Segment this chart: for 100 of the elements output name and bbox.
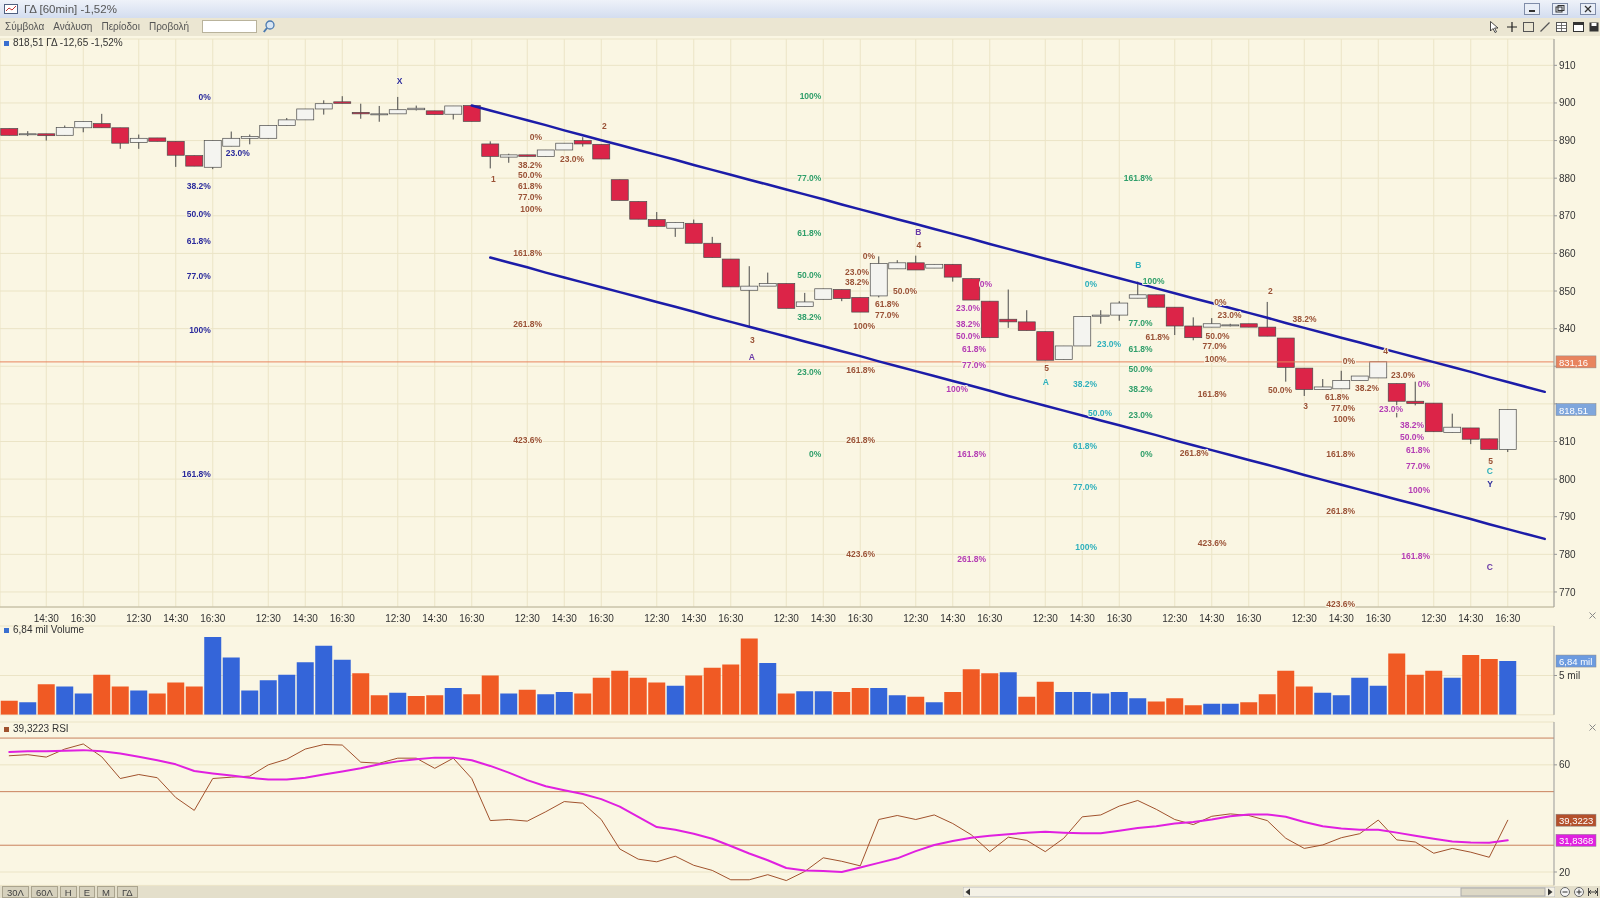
- x-tick-label: 14:30: [292, 613, 319, 625]
- menu-item: Προβολή: [148, 20, 190, 34]
- annotation: 50.0%: [797, 269, 822, 280]
- annotation: 23.0%: [1217, 310, 1242, 321]
- annotation: 0%: [1342, 356, 1356, 367]
- annotation: 261.8%: [1179, 448, 1209, 458]
- bar: [814, 691, 832, 715]
- ref-line-label: 831,16: [1559, 356, 1589, 368]
- annotation: 61.8%: [1145, 331, 1170, 342]
- annotation: 61.8%: [961, 343, 987, 354]
- annotation: 38.2%: [797, 312, 822, 322]
- bar: [851, 688, 869, 715]
- annotation: Y: [1487, 478, 1494, 489]
- chart-title: 39,3223 RSI: [13, 723, 69, 735]
- bar: [0, 700, 18, 715]
- annotation: 77.0%: [1202, 340, 1227, 351]
- y-tick-label: 850: [1559, 285, 1577, 297]
- bar: [1443, 677, 1461, 715]
- menu-item: Σύμβολα: [5, 20, 45, 34]
- annotation: 423.6%: [1326, 598, 1356, 609]
- bar: [1036, 681, 1054, 715]
- bar: [74, 693, 92, 715]
- menu-item: Περίοδοι: [101, 20, 140, 34]
- bar: [537, 694, 555, 715]
- annotation: 77.0%: [186, 271, 212, 282]
- annotation: 1: [491, 173, 497, 184]
- annotation: 23.0%: [225, 148, 251, 159]
- x-tick-label: 12:30: [1032, 613, 1059, 625]
- x-tick-label: 14:30: [1069, 613, 1096, 625]
- bar: [500, 693, 518, 715]
- annotation: 61.8%: [1072, 441, 1098, 452]
- annotation: 50.0%: [1087, 407, 1113, 418]
- annotation: 100%: [853, 321, 876, 331]
- annotation: 5: [1044, 363, 1050, 374]
- bar: [1203, 703, 1221, 715]
- annotation: 50.0%: [1205, 330, 1230, 341]
- bar: [870, 688, 888, 715]
- tab: ΓΔ: [117, 886, 138, 898]
- bar: [740, 638, 758, 715]
- annotation: 5: [1488, 455, 1494, 466]
- chart-title: ΓΔ [60min] -1,52%: [24, 2, 117, 16]
- annotation: 161.8%: [182, 469, 212, 480]
- x-tick-label: 16:30: [847, 613, 874, 625]
- text: 818,51: [1559, 404, 1589, 415]
- bar: [19, 702, 37, 715]
- bar: [999, 672, 1017, 715]
- x-tick-label: 16:30: [1495, 613, 1521, 625]
- y-tick-label: 20: [1559, 866, 1571, 878]
- x-tick-label: 12:30: [1421, 613, 1447, 625]
- annotation: 0%: [979, 278, 993, 289]
- annotation: 38.2%: [1072, 379, 1098, 390]
- y-tick-label: 780: [1559, 548, 1577, 560]
- annotation: 100%: [1142, 276, 1165, 286]
- bar: [111, 686, 129, 715]
- annotation: 38.2%: [844, 277, 870, 288]
- y-tick-label: 910: [1559, 59, 1577, 71]
- bar: [1480, 659, 1498, 715]
- annotation: 50.0%: [1399, 432, 1425, 443]
- x-tick-label: 14:30: [681, 613, 707, 625]
- annotation: 261.8%: [846, 435, 876, 445]
- bar: [93, 674, 111, 715]
- bar: [1221, 703, 1239, 715]
- x-tick-label: 14:30: [163, 613, 189, 625]
- annotation: 77.0%: [1072, 481, 1098, 492]
- annotation: 4: [916, 239, 922, 250]
- bar: [759, 662, 777, 715]
- chart-subtitle: 818,51 ΓΔ -12,65 -1,52%: [13, 37, 123, 49]
- x-tick-label: 16:30: [1106, 613, 1133, 625]
- bar: [777, 693, 795, 715]
- annotation: 2: [602, 121, 608, 132]
- annotation: 77.0%: [517, 192, 543, 203]
- annotation: 100%: [189, 325, 212, 336]
- annotation: 161.8%: [846, 364, 876, 375]
- annotation: 38.2%: [186, 181, 212, 192]
- annotation: 38.2%: [1128, 383, 1153, 394]
- annotation: 77.0%: [1330, 402, 1356, 413]
- annotation: 61.8%: [517, 181, 543, 192]
- bar: [925, 702, 943, 715]
- tab: 60Λ: [30, 886, 58, 898]
- annotation: 61.8%: [874, 299, 900, 310]
- x-tick-label: 14:30: [940, 613, 966, 625]
- annotation: 38.2%: [1354, 383, 1380, 394]
- annotation: 423.6%: [1197, 537, 1227, 548]
- bar: [1240, 702, 1258, 715]
- x-tick-label: 14:30: [1328, 613, 1355, 625]
- bar: [666, 685, 684, 715]
- bar: [1184, 705, 1202, 715]
- annotation: C: [1486, 465, 1493, 476]
- bar: [463, 694, 481, 715]
- x-tick-label: 16:30: [200, 613, 226, 625]
- annotation: 161.8%: [1123, 173, 1153, 184]
- annotation: 77.0%: [1405, 460, 1431, 471]
- bar: [796, 691, 814, 715]
- x-tick-label: 12:30: [514, 613, 541, 625]
- x-tick-label: 16:30: [329, 613, 356, 625]
- y-tick-label: 870: [1559, 210, 1577, 222]
- annotation: 38.2%: [955, 318, 981, 329]
- x-tick-label: 12:30: [255, 613, 282, 625]
- bar: [944, 692, 962, 715]
- text: 6,84 mil: [1559, 655, 1593, 667]
